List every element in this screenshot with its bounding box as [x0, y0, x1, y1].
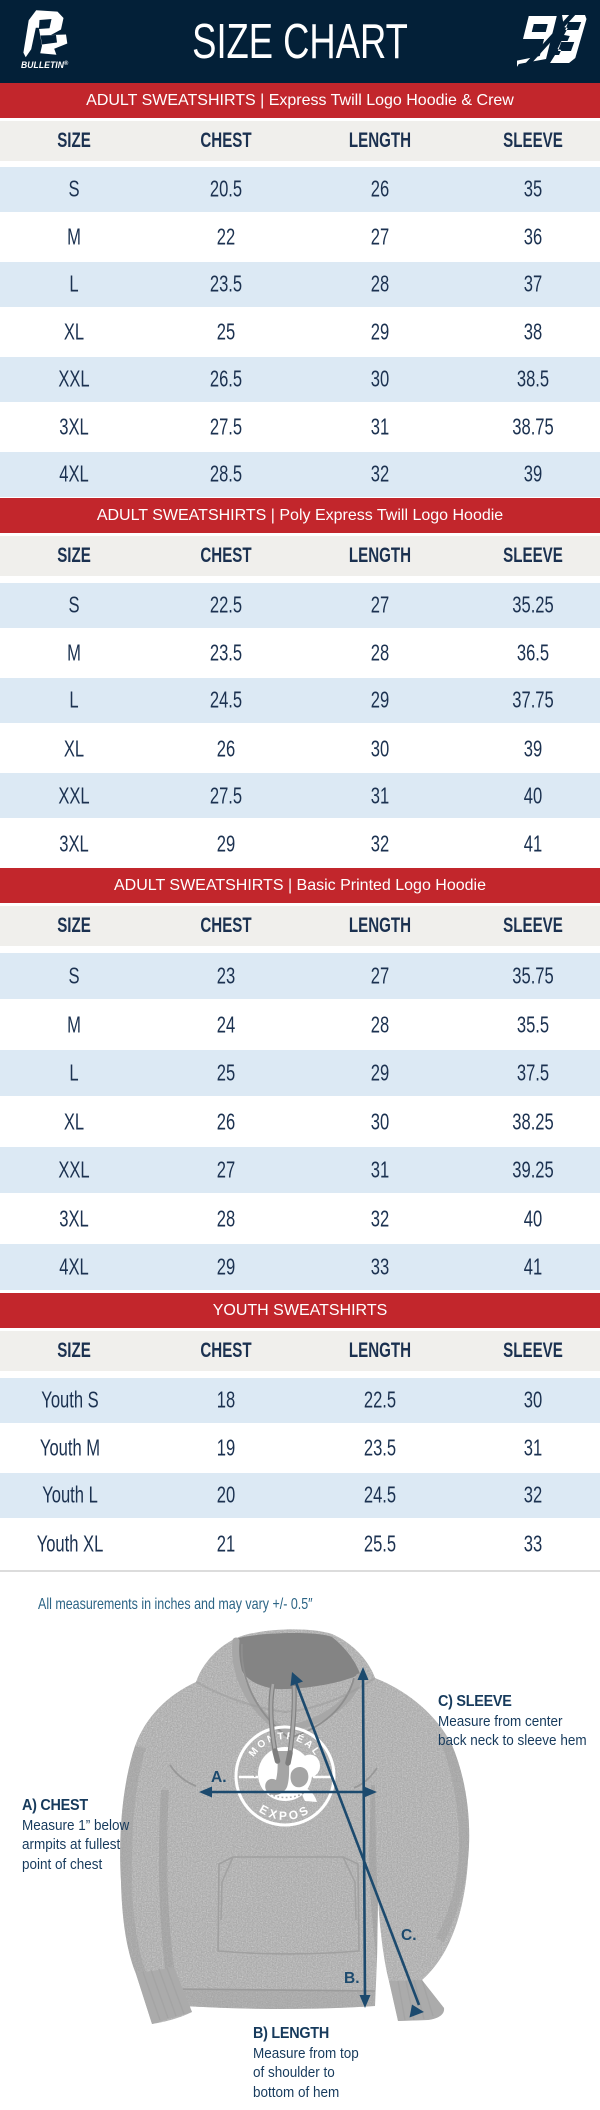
svg-text:C.: C. — [401, 1927, 417, 1944]
svg-text:B.: B. — [344, 1970, 360, 1987]
svg-text:EXPOS: EXPOS — [257, 1802, 313, 1823]
svg-text:A.: A. — [211, 1769, 227, 1786]
